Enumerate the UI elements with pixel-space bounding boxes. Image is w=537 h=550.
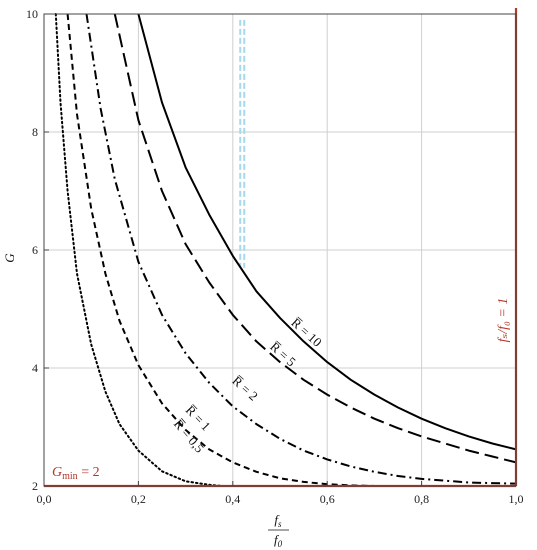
x-label-num-sub: s <box>278 519 282 529</box>
gmin-label: Gmin = 2 <box>52 465 100 482</box>
plot-frame <box>43 13 517 487</box>
x-tick-label: 0,0 <box>37 492 52 506</box>
fs-f0-label: fₛ/f₀ = 1 <box>496 298 511 343</box>
curves <box>54 13 517 487</box>
series-line-4 <box>54 13 225 487</box>
tick-labels: 0,0 0,2 0,4 0,6 0,8 1,0 2 4 6 8 10 <box>26 7 524 506</box>
x-label-den: f <box>274 532 280 547</box>
series-line-3 <box>66 13 375 487</box>
x-tick-label: 0,2 <box>131 492 146 506</box>
x-label-num: f <box>274 512 280 527</box>
series-line-0 <box>137 13 517 451</box>
y-tick-label: 10 <box>26 7 38 21</box>
y-tick-label: 2 <box>32 479 38 493</box>
svg-text:f0: f0 <box>274 532 283 549</box>
svg-text:fs: fs <box>274 512 282 529</box>
y-tick-label: 8 <box>32 125 38 139</box>
grid <box>43 13 517 487</box>
curve-labels: R̅ = 10R̅ = 5R̅ = 2R̅ = 1R̅ = 0,5 <box>171 315 325 456</box>
series-line-2 <box>85 13 517 485</box>
x-tick-label: 0,4 <box>225 492 240 506</box>
x-label-den-sub: 0 <box>278 539 283 549</box>
x-tick-label: 0,8 <box>414 492 429 506</box>
series-line-1 <box>113 13 517 464</box>
y-tick-label: 6 <box>32 243 38 257</box>
curve-label-2: R̅ = 2 <box>229 373 261 404</box>
x-tick-label: 0,6 <box>320 492 335 506</box>
curve-label-1: R̅ = 5 <box>267 339 299 370</box>
y-axis-label: G <box>2 253 17 263</box>
highlight-band <box>239 19 246 268</box>
x-tick-label: 1,0 <box>509 492 524 506</box>
x-axis-label: fs f0 <box>268 512 289 549</box>
y-tick-label: 4 <box>32 361 38 375</box>
